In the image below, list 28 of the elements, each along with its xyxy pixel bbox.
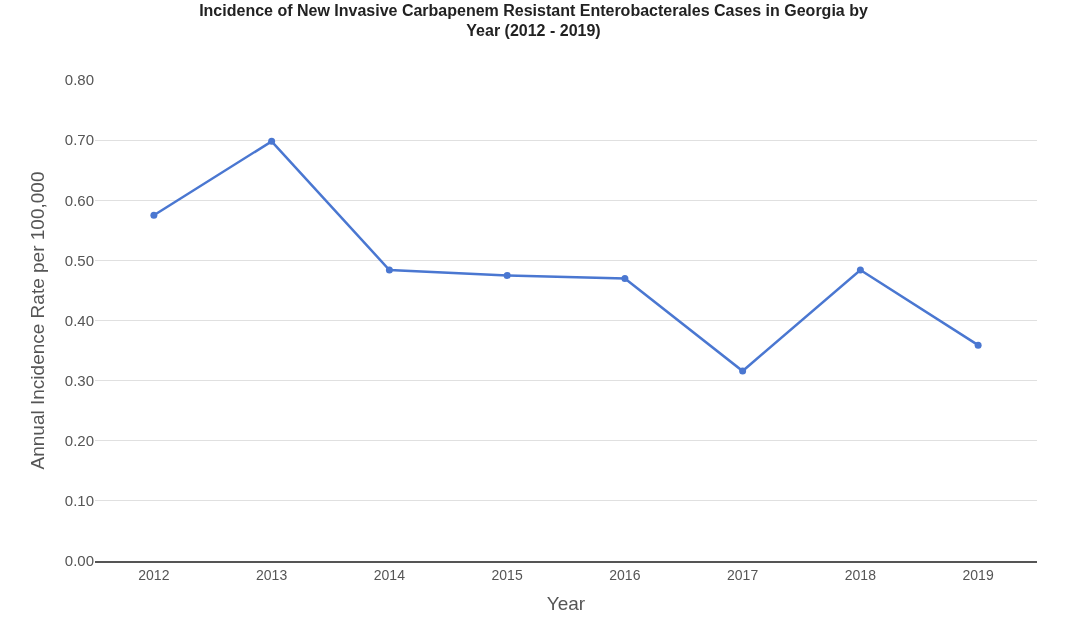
y-tick-label: 0.00 xyxy=(64,552,94,570)
y-tick-label: 0.30 xyxy=(64,371,94,389)
point xyxy=(974,341,982,349)
y-tick-label: 0.60 xyxy=(64,191,94,209)
y-tick-label: 0.20 xyxy=(64,432,94,449)
y-tick-label: 0.50 xyxy=(64,251,94,269)
x-axis-title: Year xyxy=(546,592,586,614)
y-tick-label: 0.80 xyxy=(64,71,94,89)
point xyxy=(856,266,864,274)
x-tick-label: 2019 xyxy=(962,566,994,583)
y-tick-label: 0.70 xyxy=(64,131,94,149)
point xyxy=(739,367,747,375)
point xyxy=(621,274,629,282)
x-tick-label: 2012 xyxy=(138,566,170,583)
x-tick-label: 2016 xyxy=(609,566,641,583)
x-tick-label: 2015 xyxy=(491,566,523,583)
point xyxy=(150,211,158,219)
y-tick-label: 0.40 xyxy=(64,311,94,329)
chart-title: Incidence of New Invasive Carbapenem Resistant Enterobacterales Cases in Georgia by Year (2012 - 2019) xyxy=(199,1,868,40)
point xyxy=(385,266,393,274)
x-tick-label: 2018 xyxy=(844,566,877,583)
point xyxy=(268,137,276,145)
x-tick-label: 2013 xyxy=(256,566,288,583)
x-tick-label: 2017 xyxy=(727,566,759,583)
y-axis-title: Annual Incidence Rate per 100,000 xyxy=(26,171,48,470)
x-tick-label: 2014 xyxy=(373,566,406,583)
y-tick-label: 0.10 xyxy=(64,492,94,510)
point xyxy=(503,271,511,279)
